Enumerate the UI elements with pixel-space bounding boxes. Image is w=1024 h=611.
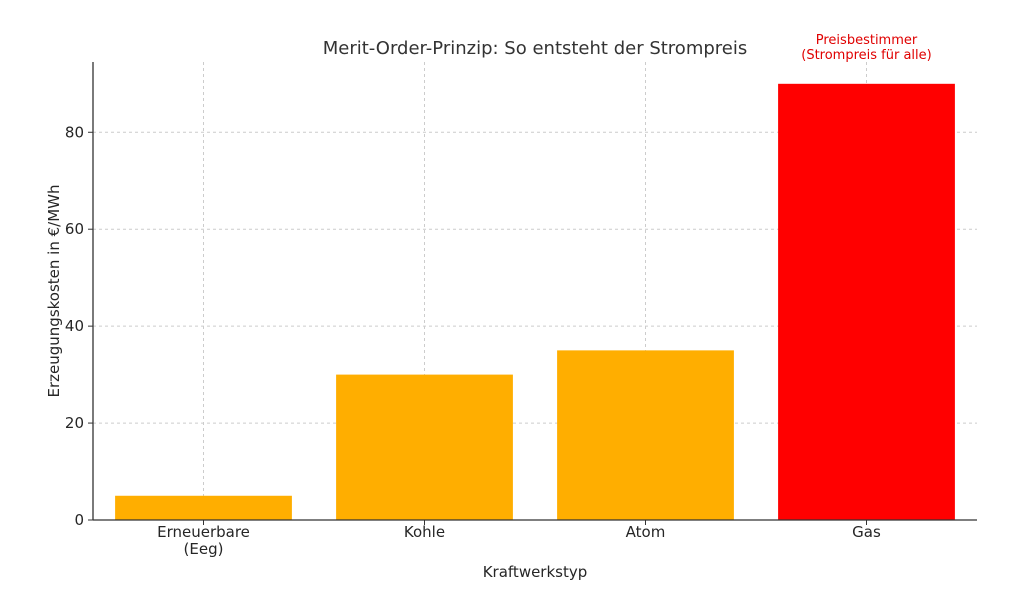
y-tick-label: 20 — [65, 414, 84, 432]
chart-title: Merit-Order-Prinzip: So entsteht der Str… — [323, 38, 748, 59]
x-tick-label: Kohle — [404, 523, 445, 541]
axes-layer — [92, 62, 977, 521]
bar — [557, 350, 734, 520]
annotation-price-setter: Preisbestimmer (Strompreis für alle) — [801, 33, 931, 63]
y-axis-label: Erzeugungskosten in €/MWh — [45, 185, 63, 398]
y-tick-label: 60 — [65, 220, 84, 238]
bars-layer — [115, 83, 955, 521]
y-tick-label: 0 — [74, 511, 84, 529]
annotation-layer: Preisbestimmer (Strompreis für alle) — [801, 33, 931, 63]
y-tick-label: 80 — [65, 123, 84, 141]
bar — [778, 83, 955, 521]
x-tick-label: Gas — [852, 523, 881, 541]
x-tick-label: Atom — [626, 523, 666, 541]
ticks-layer: 0 20 40 60 80 Erneuerbare (Eeg) Kohle Atom Gas — [65, 123, 881, 558]
bar — [115, 495, 292, 520]
bar — [336, 374, 513, 520]
x-tick-label: Erneuerbare (Eeg) — [157, 523, 250, 558]
x-axis-label: Kraftwerkstyp — [483, 563, 588, 581]
y-tick-label: 40 — [65, 317, 84, 335]
